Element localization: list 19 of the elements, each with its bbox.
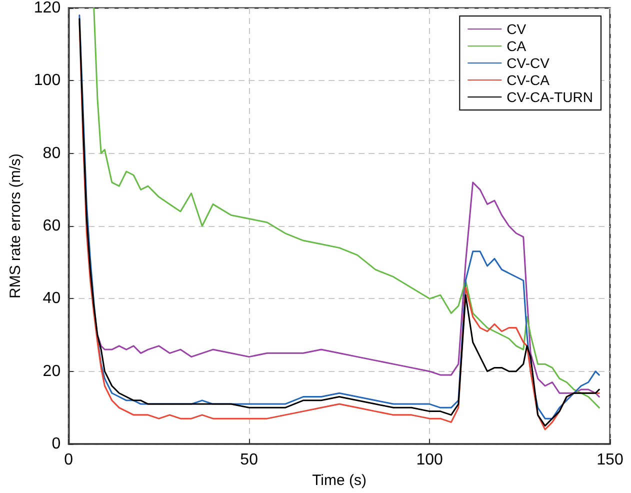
legend-label: CV-CA (506, 72, 550, 88)
x-axis-title: Time (s) (312, 472, 367, 489)
x-tick-label: 50 (240, 452, 258, 468)
y-tick-label: 0 (52, 436, 61, 452)
y-tick-label: 20 (42, 362, 61, 380)
x-tick-label: 100 (416, 452, 443, 468)
legend-label: CA (506, 38, 527, 54)
line-series (96, 182, 600, 398)
legend-label: CV (506, 21, 527, 37)
x-tick-label: 150 (596, 452, 624, 468)
legend-label: CV-CV (506, 55, 550, 71)
y-tick-label: 40 (42, 290, 61, 308)
y-tick-label: 120 (34, 0, 61, 16)
y-tick-label: 60 (42, 218, 61, 234)
x-tick-label: 0 (64, 452, 74, 468)
y-axis-title: RMS rate errors (m/s) (7, 153, 24, 299)
y-tick-label: 80 (42, 144, 61, 162)
y-tick-label: 100 (34, 72, 61, 90)
legend-label: CV-CA-TURN (506, 89, 594, 105)
